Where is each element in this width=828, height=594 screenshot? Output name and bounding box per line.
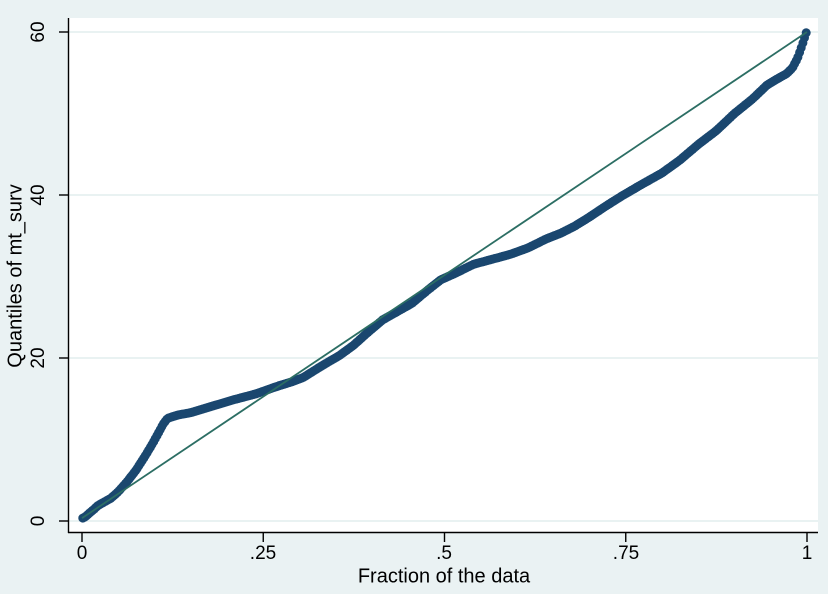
x-axis-title: Fraction of the data	[357, 565, 531, 588]
x-tick-label-100: 1	[801, 543, 813, 564]
x-tick-label-0: 0	[76, 543, 88, 564]
y-tick-label-40: 40	[28, 184, 49, 206]
y-tick-label-60: 60	[28, 21, 49, 43]
y-tick-label-20: 20	[28, 347, 49, 369]
quantile-markers	[78, 28, 811, 523]
x-tick-label-75: .75	[612, 543, 640, 564]
gridlines	[69, 31, 818, 522]
y-tick-label-0: 0	[28, 515, 49, 527]
axes-and-ticks	[59, 18, 818, 542]
x-tick-label-25: .25	[249, 543, 277, 564]
y-axis-title: Quantiles of mt_surv	[4, 184, 27, 368]
x-tick-label-50: .5	[436, 543, 452, 564]
reference-line	[81, 31, 808, 519]
